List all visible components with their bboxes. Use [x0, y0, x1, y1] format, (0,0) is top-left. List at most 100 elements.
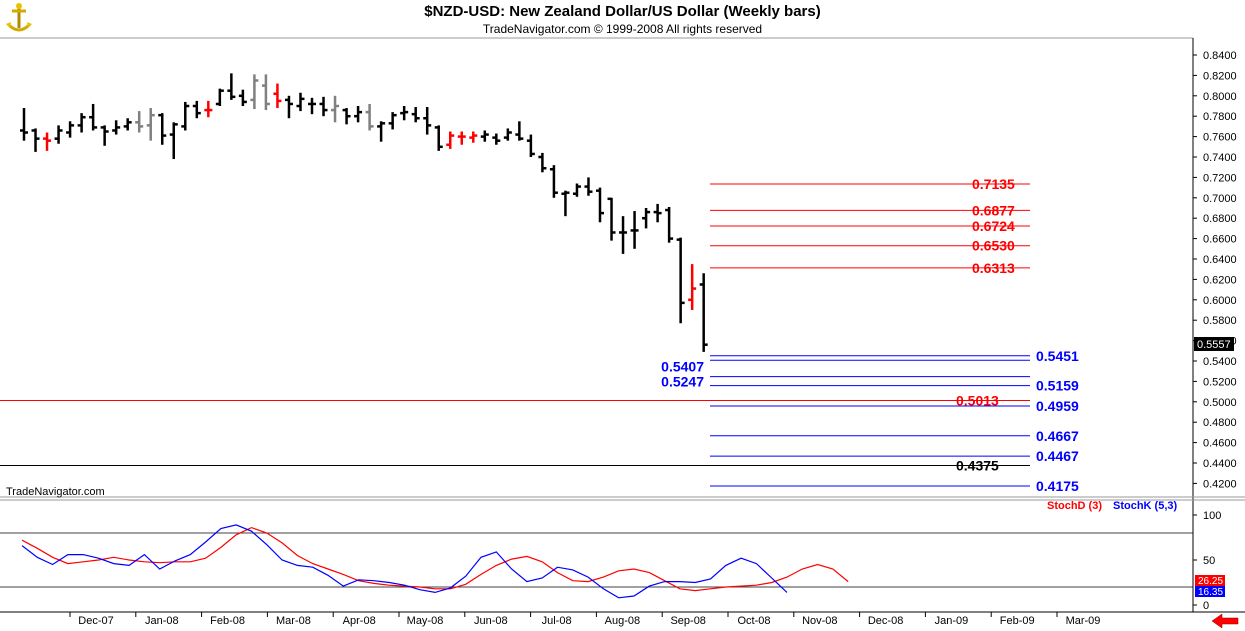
y-tick-label: 0.4200: [1203, 478, 1237, 490]
level-label: 0.5247: [661, 374, 704, 390]
ohlc-bar: [434, 125, 443, 151]
ohlc-bar: [699, 273, 708, 352]
ohlc-bar: [227, 73, 236, 100]
ohlc-bar: [457, 131, 466, 145]
ohlc-bar: [469, 131, 478, 143]
y-tick-label: 0.8400: [1203, 50, 1237, 62]
x-tick-label: Mar-09: [1066, 615, 1101, 627]
ohlc-bar: [146, 108, 155, 141]
y-tick-label: 0.7200: [1203, 172, 1237, 184]
level-label: 0.5407: [661, 358, 704, 374]
ohlc-bar: [342, 108, 351, 125]
stoch-tick-label: 0: [1203, 600, 1209, 612]
level-label: 0.4467: [1036, 448, 1079, 464]
ohlc-bar: [377, 121, 386, 142]
y-tick-label: 0.7000: [1203, 193, 1237, 205]
ohlc-bar: [642, 208, 651, 229]
ohlc-bar: [561, 190, 570, 217]
y-tick-label: 0.5400: [1203, 356, 1237, 368]
ohlc-bar: [308, 97, 316, 115]
x-tick-label: Oct-08: [737, 615, 770, 627]
y-tick-label: 0.4400: [1203, 458, 1237, 470]
copyright-text: TradeNavigator.com © 1999-2008 All right…: [482, 22, 763, 36]
ohlc-bar: [596, 187, 604, 223]
x-tick-label: Jan-08: [145, 615, 179, 627]
ohlc-bars: [20, 73, 708, 352]
stoch-tick-label: 100: [1203, 510, 1221, 522]
x-tick-label: Mar-08: [276, 615, 311, 627]
y-tick-label: 0.5000: [1203, 397, 1237, 409]
ohlc-bar: [354, 106, 363, 123]
ohlc-bar: [250, 74, 259, 110]
ohlc-bar: [480, 130, 489, 142]
stochk-line: [21, 524, 788, 599]
legend-stochk: StochK (5,3): [1113, 500, 1178, 512]
ohlc-bar: [238, 89, 247, 106]
y-tick-label: 0.5800: [1203, 315, 1237, 327]
x-tick-label: Jan-09: [935, 615, 969, 627]
x-tick-label: Nov-08: [802, 615, 837, 627]
ohlc-bar: [181, 101, 190, 131]
ohlc-bar: [538, 152, 547, 173]
x-tick-label: Aug-08: [605, 615, 640, 627]
ohlc-bar: [331, 95, 340, 123]
y-tick-label: 0.7400: [1203, 152, 1237, 164]
stoch-tick-label: 50: [1203, 555, 1215, 567]
ohlc-bar: [492, 133, 501, 145]
ohlc-bar: [204, 100, 213, 118]
chart-header: $NZD-USD: New Zealand Dollar/US Dollar (…: [0, 0, 1245, 38]
last-price-marker: 0.5557: [1194, 337, 1234, 351]
ohlc-bar: [572, 183, 581, 197]
ohlc-bar: [296, 92, 305, 112]
ohlc-bar: [20, 108, 28, 141]
ohlc-bar: [169, 122, 178, 160]
ohlc-bar: [89, 103, 98, 131]
level-label: 0.5013: [956, 392, 999, 408]
ohlc-bar: [365, 103, 374, 131]
time-x-axis: Dec-07 Jan-08 Feb-08 Mar-08 Apr-08 May-08 Jun-…: [69, 612, 1101, 627]
ohlc-bar: [446, 131, 455, 149]
level-label: 0.5159: [1036, 378, 1079, 394]
scroll-left-button[interactable]: [1205, 613, 1241, 629]
ohlc-bar: [515, 121, 524, 141]
ohlc-bar: [123, 118, 132, 131]
ohlc-bar: [77, 113, 86, 133]
x-tick-label: Dec-07: [78, 615, 113, 627]
ohlc-bar: [112, 120, 121, 135]
y-tick-label: 0.6400: [1203, 254, 1237, 266]
y-tick-label: 0.4600: [1203, 438, 1237, 450]
level-label: 0.4175: [1036, 478, 1079, 494]
level-label: 0.6877: [972, 202, 1015, 218]
ohlc-bar: [400, 106, 409, 121]
level-label: 0.4375: [956, 458, 999, 474]
ohlc-bar: [66, 121, 75, 138]
y-tick-label: 0.8000: [1203, 91, 1237, 103]
x-tick-label: Sep-08: [670, 615, 705, 627]
ohlc-bar: [653, 203, 662, 223]
x-tick-label: Apr-08: [343, 615, 376, 627]
x-tick-label: Jun-08: [474, 615, 508, 627]
ohlc-bar: [100, 125, 109, 146]
stochd-line: [21, 526, 849, 592]
watermark: TradeNavigator.com: [6, 486, 105, 498]
ohlc-bar: [158, 113, 167, 145]
level-label: 0.7135: [972, 176, 1015, 192]
ohlc-bar: [319, 96, 328, 117]
y-tick-label: 0.7800: [1203, 111, 1237, 123]
x-tick-label: Dec-08: [868, 615, 903, 627]
ohlc-bar: [607, 197, 616, 241]
level-label: 0.4959: [1036, 398, 1079, 414]
ohlc-bar: [284, 95, 293, 119]
y-tick-label: 0.6200: [1203, 274, 1237, 286]
ohlc-bar: [676, 237, 685, 324]
ohlc-bar: [665, 206, 674, 243]
x-tick-label: Feb-08: [210, 615, 245, 627]
x-tick-label: Feb-09: [1000, 615, 1035, 627]
stochastic-legend: StochD (3) StochK (5,3): [1047, 500, 1178, 512]
y-tick-label: 0.7600: [1203, 132, 1237, 144]
ohlc-bar: [584, 177, 593, 196]
ohlc-bar: [135, 111, 144, 133]
chart-title: $NZD-USD: New Zealand Dollar/US Dollar (…: [424, 3, 821, 20]
ohlc-bar: [411, 107, 420, 123]
